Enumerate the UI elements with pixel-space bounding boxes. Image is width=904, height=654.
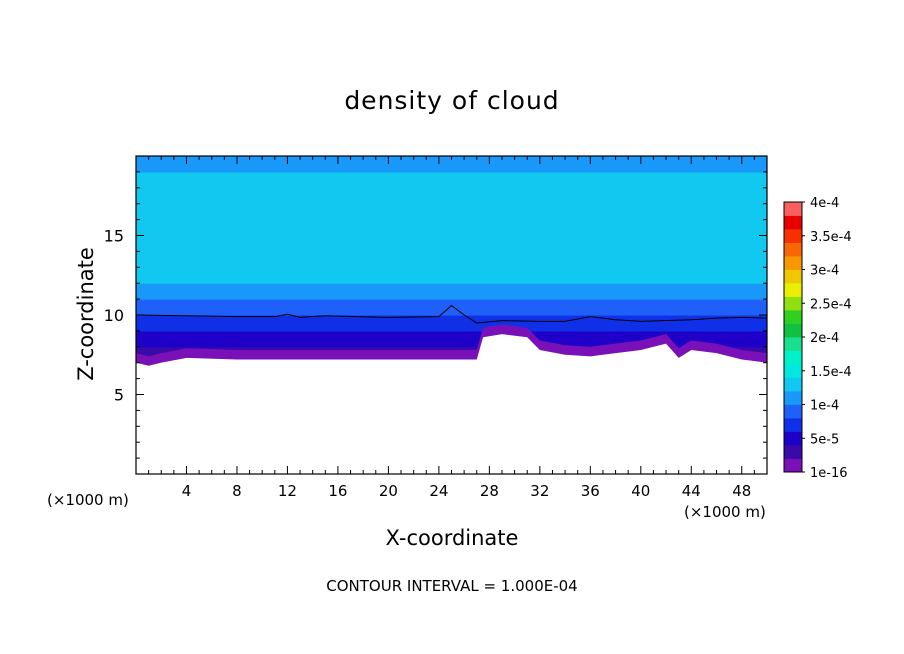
x-tick-label: 20	[379, 482, 398, 500]
x-tick-label: 40	[631, 482, 650, 500]
density-band	[136, 338, 767, 348]
x-tick-label: 12	[278, 482, 297, 500]
colorbar-swatch	[784, 337, 802, 351]
contour-line	[136, 304, 767, 324]
y-tick-label: 10	[104, 306, 124, 325]
y-axis-label: Z-coordinate	[74, 247, 98, 381]
density-band	[136, 283, 767, 292]
x-tick-label: 28	[480, 482, 499, 500]
density-band	[136, 291, 767, 300]
colorbar-swatch	[784, 296, 802, 311]
colorbar-label: 1e-4	[810, 399, 839, 414]
x-axis-unit-right: (×1000 m)	[684, 503, 766, 521]
density-band	[136, 315, 767, 324]
x-tick-label: 44	[682, 482, 701, 500]
contour-lines	[136, 304, 767, 324]
colorbar-swatch	[784, 431, 802, 446]
density-band	[136, 275, 767, 284]
x-tick-label: 36	[581, 482, 600, 500]
density-band	[136, 187, 767, 197]
colorbar-label: 4e-4	[810, 196, 839, 211]
density-band	[136, 267, 767, 276]
density-band	[136, 211, 767, 268]
colorbar-swatch	[784, 269, 802, 284]
contour-interval-note: CONTOUR INTERVAL = 1.000E-04	[326, 577, 578, 595]
colorbar-swatch	[784, 364, 802, 378]
colorbar-swatch	[784, 418, 802, 432]
colorbar-swatch	[784, 229, 802, 243]
colorbar-swatch	[784, 310, 802, 324]
x-axis-unit-left: (×1000 m)	[47, 491, 129, 509]
x-tick-label: 48	[732, 482, 751, 500]
density-band	[136, 322, 767, 332]
x-tick-label: 16	[328, 482, 347, 500]
chart-title: density of cloud	[344, 86, 560, 115]
colorbar-label: 5e-5	[810, 432, 839, 447]
colorbar-swatch	[784, 350, 802, 365]
colorbar-label: 2.5e-4	[810, 297, 852, 312]
x-axis-ticks: 4 8 12 16 20 24 28 32 36 40 44 48	[148, 156, 755, 500]
colorbar-label: 2e-4	[810, 331, 839, 346]
colorbar-swatch	[784, 256, 802, 270]
colorbar-swatch	[784, 377, 802, 392]
colorbar-swatch	[784, 404, 802, 419]
colorbar-label: 1e-16	[810, 466, 848, 481]
density-band	[136, 195, 767, 205]
y-axis-ticks: 5 10 15	[104, 171, 767, 459]
colorbar-label: 3e-4	[810, 264, 839, 279]
colorbar-swatch	[784, 458, 802, 473]
x-tick-label: 4	[182, 482, 192, 500]
density-band	[136, 156, 767, 173]
x-tick-label: 32	[530, 482, 549, 500]
density-band	[136, 171, 767, 189]
density-band	[136, 299, 767, 308]
x-axis-label: X-coordinate	[385, 526, 519, 550]
y-tick-label: 5	[114, 386, 124, 405]
colorbar: 1e-16 5e-5 1e-4 1.5e-4 2e-4 2.5e-4 3e-4 3.5e-4 4…	[783, 196, 852, 481]
colorbar-swatch	[784, 445, 802, 459]
density-band	[136, 330, 767, 340]
colorbar-swatch	[784, 202, 802, 216]
density-band	[136, 203, 767, 213]
y-tick-label: 15	[104, 227, 124, 246]
density-band	[136, 307, 767, 316]
cloud-base-layer	[136, 324, 767, 366]
colorbar-label: 3.5e-4	[810, 230, 852, 245]
colorbar-swatch	[784, 323, 802, 338]
clear-air-region	[136, 334, 767, 474]
x-tick-label: 24	[429, 482, 448, 500]
x-tick-label: 8	[232, 482, 242, 500]
colorbar-label: 1.5e-4	[810, 365, 852, 380]
colorbar-swatch	[784, 242, 802, 257]
colorbar-swatch	[784, 215, 802, 230]
density-field	[136, 156, 767, 474]
colorbar-swatch	[784, 391, 802, 405]
colorbar-swatch	[784, 283, 802, 297]
